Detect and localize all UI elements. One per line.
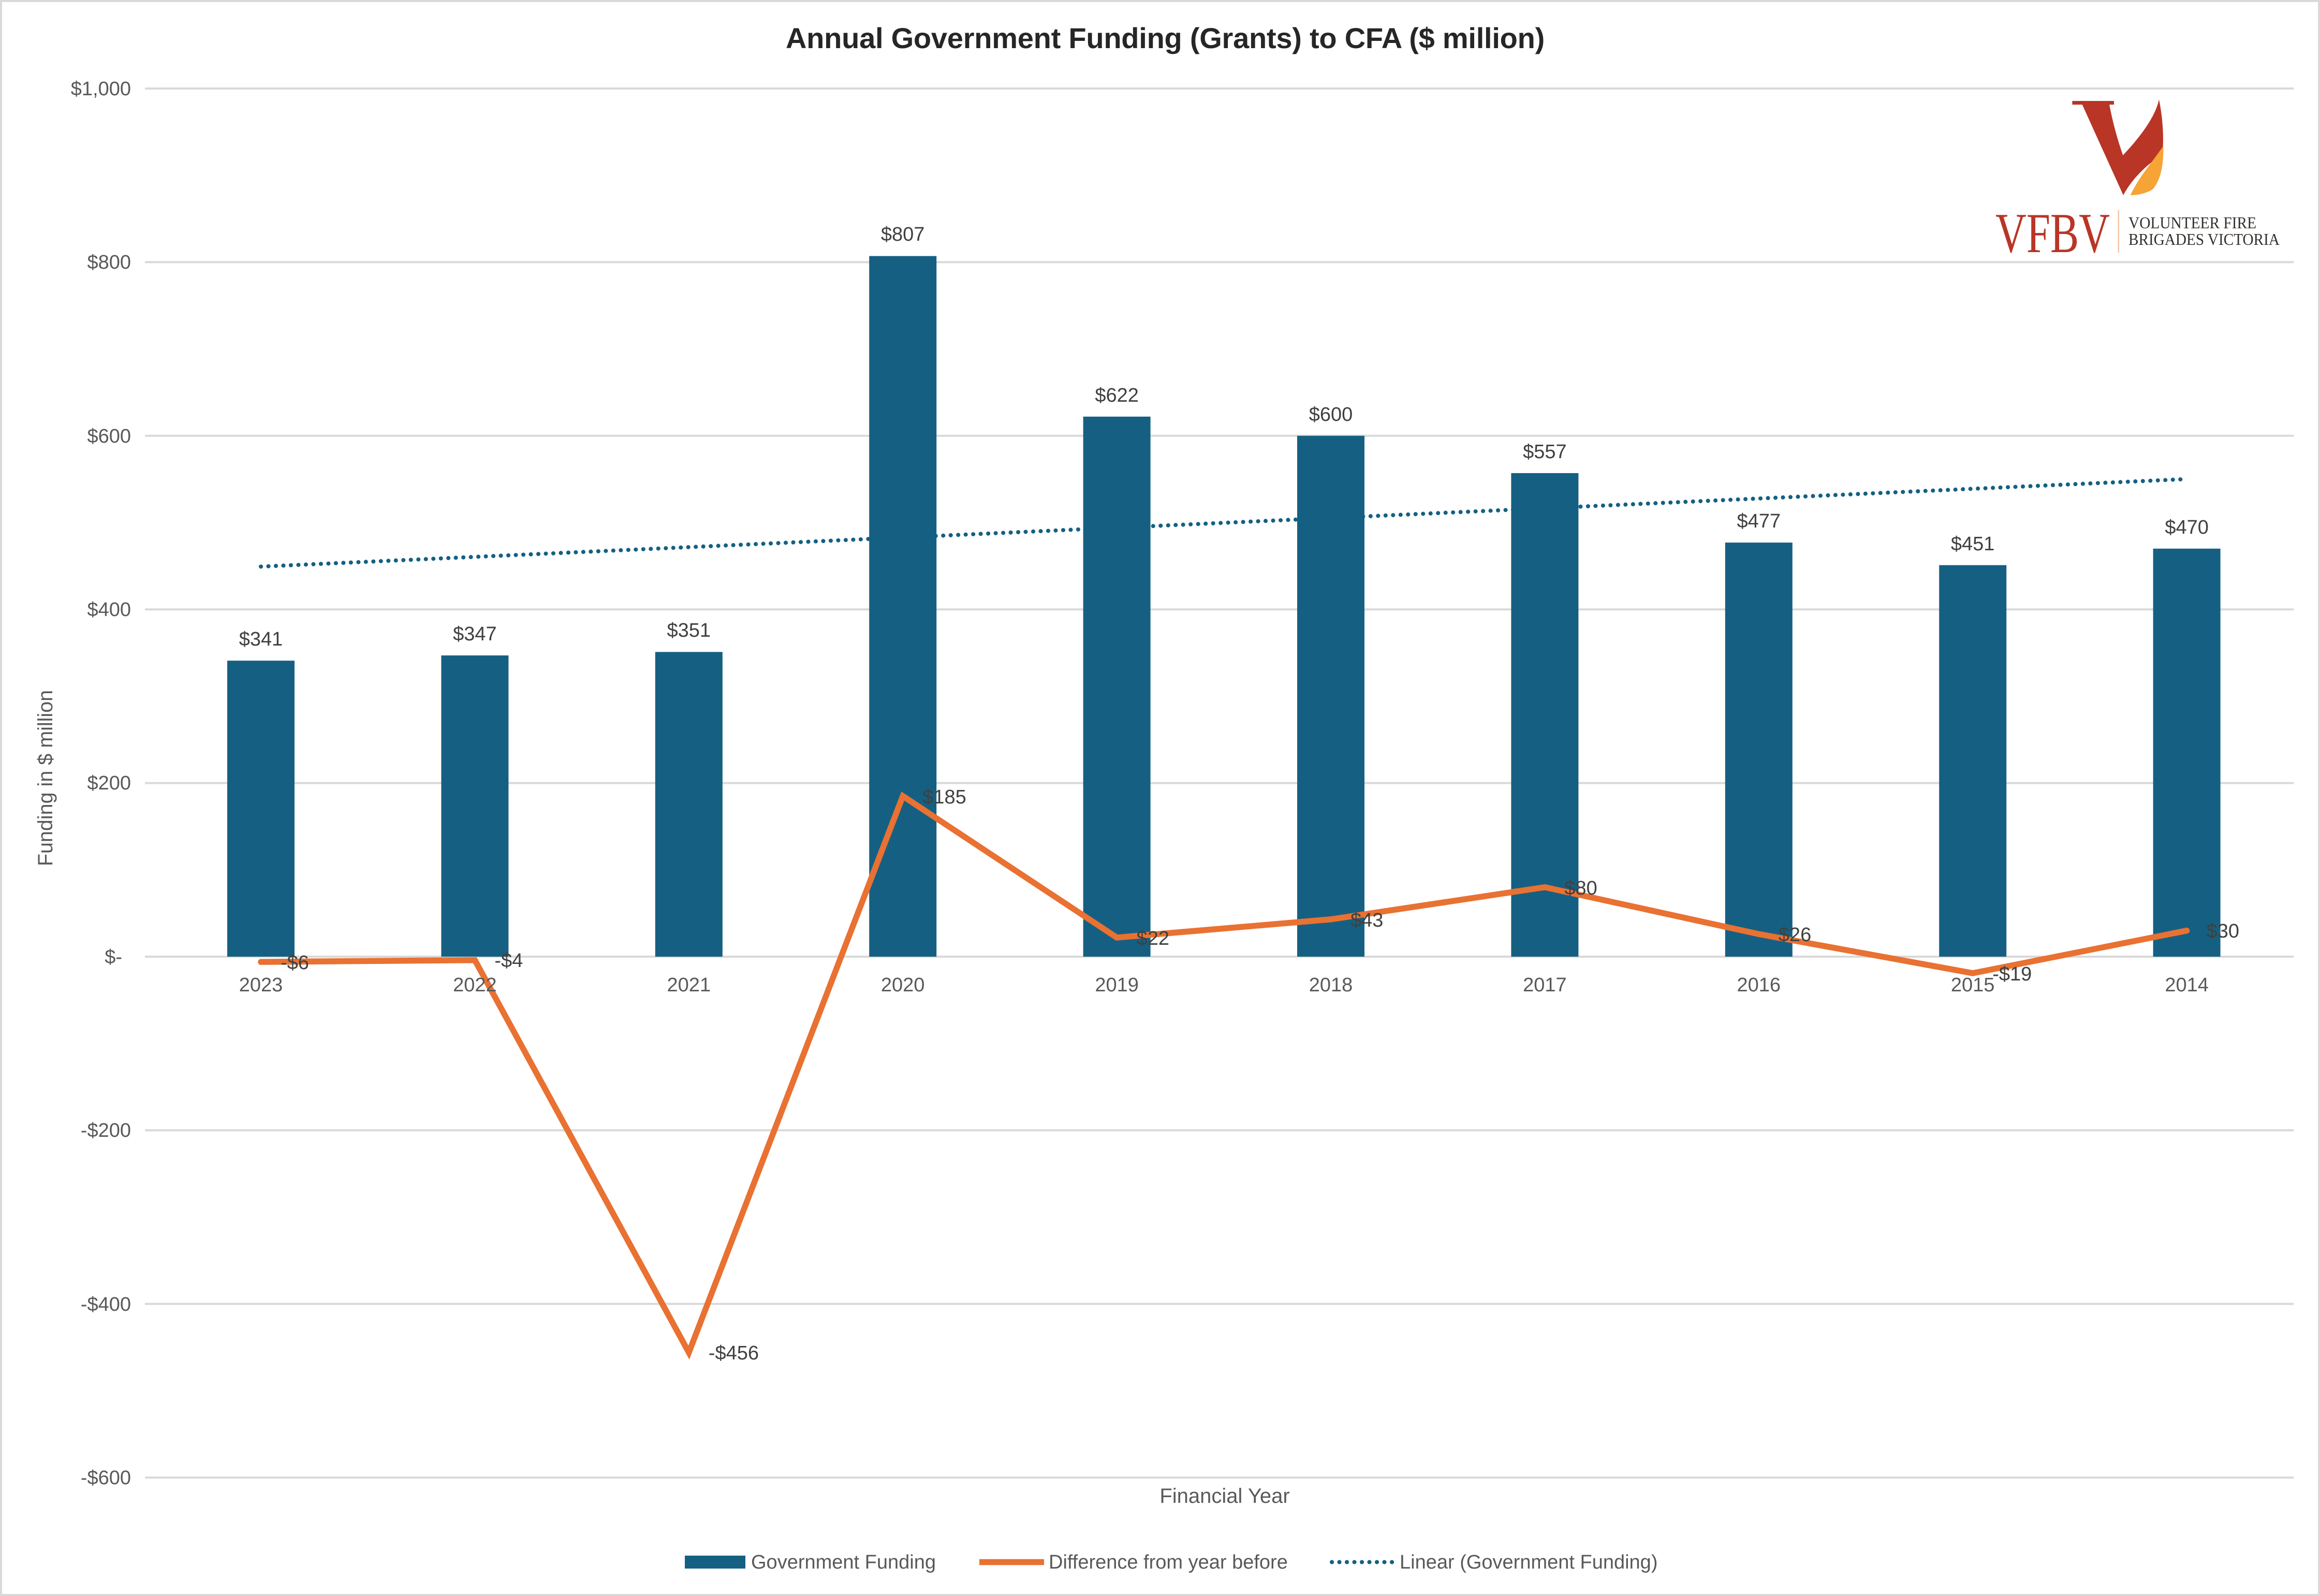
svg-text:VFBV: VFBV <box>1995 202 2110 259</box>
svg-text:VOLUNTEER FIRE: VOLUNTEER FIRE <box>2128 214 2256 232</box>
svg-text:BRIGADES VICTORIA: BRIGADES VICTORIA <box>2128 230 2280 248</box>
